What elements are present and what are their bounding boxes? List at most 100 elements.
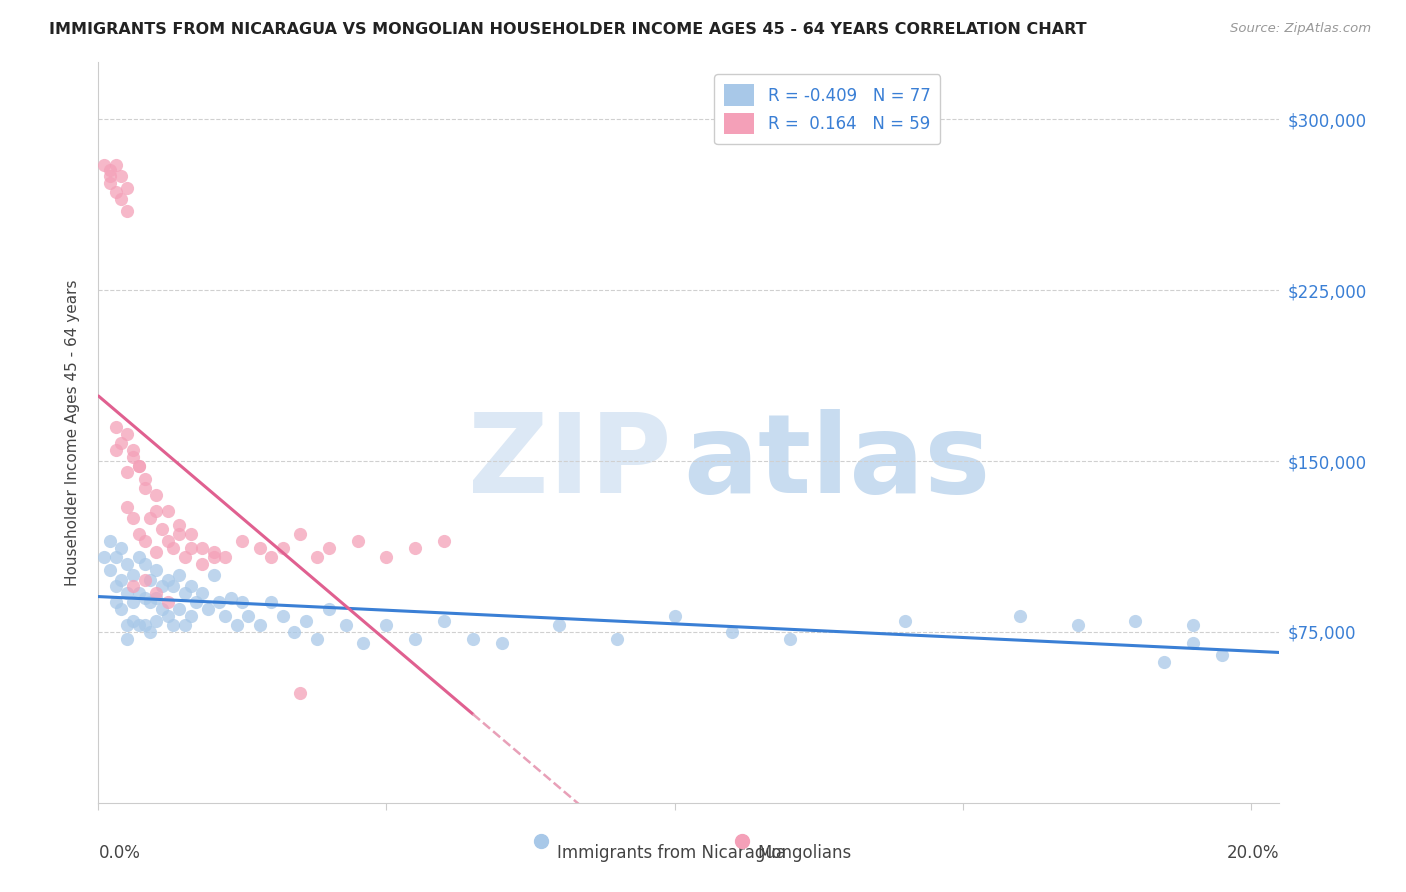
Legend: R = -0.409   N = 77, R =  0.164   N = 59: R = -0.409 N = 77, R = 0.164 N = 59 bbox=[714, 74, 941, 144]
Point bbox=[104, 186, 127, 200]
Point bbox=[150, 523, 173, 537]
Point bbox=[115, 426, 138, 441]
Point bbox=[307, 632, 329, 646]
Point bbox=[202, 545, 225, 559]
Point bbox=[318, 602, 340, 616]
Point bbox=[139, 511, 162, 525]
Point bbox=[352, 636, 374, 650]
Point bbox=[98, 564, 121, 578]
Point bbox=[162, 541, 184, 555]
Point bbox=[134, 472, 156, 486]
Point bbox=[167, 527, 190, 541]
Point bbox=[162, 579, 184, 593]
Point bbox=[1182, 618, 1205, 632]
Point bbox=[115, 618, 138, 632]
Point bbox=[104, 420, 127, 434]
Point bbox=[115, 203, 138, 218]
Point bbox=[122, 579, 145, 593]
Point bbox=[156, 533, 179, 548]
Point bbox=[202, 549, 225, 564]
Point bbox=[346, 533, 368, 548]
Point bbox=[191, 586, 214, 600]
Point bbox=[104, 549, 127, 564]
Point bbox=[260, 549, 283, 564]
Point bbox=[180, 541, 202, 555]
Point bbox=[93, 158, 115, 172]
Point bbox=[491, 636, 513, 650]
Point bbox=[110, 602, 132, 616]
Point bbox=[156, 595, 179, 609]
Point bbox=[145, 545, 167, 559]
Point bbox=[288, 527, 311, 541]
Point bbox=[115, 632, 138, 646]
Text: Source: ZipAtlas.com: Source: ZipAtlas.com bbox=[1230, 22, 1371, 36]
Point bbox=[110, 541, 132, 555]
Point bbox=[283, 624, 305, 639]
Point bbox=[110, 169, 132, 184]
Point bbox=[122, 442, 145, 457]
Point bbox=[145, 591, 167, 605]
Point bbox=[145, 564, 167, 578]
Point bbox=[461, 632, 484, 646]
Point bbox=[128, 618, 150, 632]
Text: Immigrants from Nicaragua: Immigrants from Nicaragua bbox=[557, 844, 786, 862]
Point bbox=[162, 618, 184, 632]
Point bbox=[115, 586, 138, 600]
Point bbox=[122, 450, 145, 464]
Point bbox=[180, 579, 202, 593]
Point bbox=[104, 158, 127, 172]
Point bbox=[214, 609, 236, 624]
Point bbox=[98, 176, 121, 190]
Point bbox=[150, 602, 173, 616]
Text: atlas: atlas bbox=[683, 409, 990, 516]
Point bbox=[197, 602, 219, 616]
Text: ZIP: ZIP bbox=[468, 409, 671, 516]
Text: IMMIGRANTS FROM NICARAGUA VS MONGOLIAN HOUSEHOLDER INCOME AGES 45 - 64 YEARS COR: IMMIGRANTS FROM NICARAGUA VS MONGOLIAN H… bbox=[49, 22, 1087, 37]
Point bbox=[231, 533, 253, 548]
Point bbox=[98, 533, 121, 548]
Point bbox=[307, 549, 329, 564]
Text: 0.0%: 0.0% bbox=[98, 844, 141, 862]
Point bbox=[606, 632, 628, 646]
Point bbox=[115, 500, 138, 514]
Point bbox=[173, 586, 195, 600]
Point bbox=[180, 609, 202, 624]
Point bbox=[134, 618, 156, 632]
Point bbox=[271, 609, 294, 624]
Point bbox=[271, 541, 294, 555]
Point bbox=[145, 488, 167, 502]
Point bbox=[318, 541, 340, 555]
Point bbox=[156, 504, 179, 518]
Point bbox=[202, 568, 225, 582]
Point bbox=[1211, 648, 1233, 662]
Point bbox=[231, 595, 253, 609]
Point bbox=[134, 482, 156, 496]
Point bbox=[260, 595, 283, 609]
Point bbox=[139, 624, 162, 639]
Point bbox=[115, 557, 138, 571]
Point bbox=[145, 614, 167, 628]
Point bbox=[128, 458, 150, 473]
Point bbox=[173, 549, 195, 564]
Point bbox=[122, 614, 145, 628]
Point bbox=[208, 595, 231, 609]
Point bbox=[128, 549, 150, 564]
Point bbox=[134, 573, 156, 587]
Point bbox=[1153, 655, 1175, 669]
Point bbox=[375, 549, 398, 564]
Text: 20.0%: 20.0% bbox=[1227, 844, 1279, 862]
Point bbox=[115, 180, 138, 194]
Point bbox=[139, 595, 162, 609]
Point bbox=[139, 573, 162, 587]
Point bbox=[115, 466, 138, 480]
Point bbox=[156, 609, 179, 624]
Point bbox=[98, 169, 121, 184]
Point bbox=[93, 549, 115, 564]
Point bbox=[1067, 618, 1090, 632]
Point bbox=[894, 614, 917, 628]
Point bbox=[404, 632, 426, 646]
Point bbox=[191, 557, 214, 571]
Point bbox=[167, 602, 190, 616]
Point bbox=[104, 442, 127, 457]
Text: Mongolians: Mongolians bbox=[758, 844, 852, 862]
